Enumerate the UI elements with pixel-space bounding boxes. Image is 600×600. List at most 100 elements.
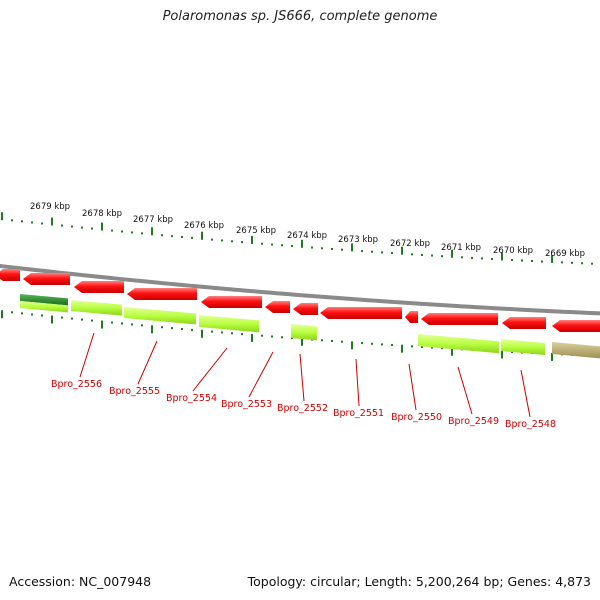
- minor-tick: [241, 333, 243, 336]
- major-tick: [101, 222, 103, 231]
- minor-tick: [241, 241, 243, 244]
- major-tick: [451, 249, 453, 258]
- gene-label-bpro-2552[interactable]: Bpro_2552: [277, 403, 328, 414]
- minor-tick: [31, 221, 33, 224]
- minor-tick: [431, 346, 433, 349]
- minor-tick: [111, 229, 113, 232]
- minor-tick: [281, 336, 283, 339]
- minor-tick: [381, 251, 383, 254]
- leader-line-4: [248, 351, 274, 398]
- minor-tick: [91, 319, 93, 322]
- scale-label-2673: 2673 kbp: [338, 235, 378, 245]
- minor-tick: [391, 344, 393, 347]
- major-tick: [251, 235, 253, 244]
- forward-gene-6: [265, 301, 290, 313]
- minor-tick: [171, 327, 173, 330]
- genome-backbone: [0, 263, 600, 316]
- minor-tick: [161, 234, 163, 237]
- minor-tick: [161, 326, 163, 329]
- minor-tick: [121, 322, 123, 325]
- minor-tick: [581, 262, 583, 265]
- forward-gene-4: [127, 288, 197, 300]
- minor-tick: [171, 235, 173, 238]
- gene-label-bpro-2553[interactable]: Bpro_2553: [221, 399, 272, 410]
- reverse-gene-2: [71, 300, 122, 316]
- leader-line-1: [79, 332, 95, 378]
- major-tick: [51, 315, 53, 324]
- major-tick: [401, 246, 403, 255]
- leader-line-7: [408, 363, 417, 411]
- minor-tick: [311, 246, 313, 249]
- gene-label-bpro-2556[interactable]: Bpro_2556: [51, 379, 102, 390]
- leader-line-5: [299, 353, 305, 402]
- gene-label-bpro-2549[interactable]: Bpro_2549: [448, 416, 499, 427]
- major-tick: [201, 329, 203, 338]
- outer-tick-ring: [1, 212, 593, 265]
- scale-label-2670: 2670 kbp: [493, 246, 533, 256]
- gene-labels: Bpro_2556 Bpro_2555 Bpro_2554 Bpro_2553 …: [51, 379, 556, 430]
- major-tick: [351, 243, 353, 252]
- reverse-gene-4: [199, 315, 259, 333]
- minor-tick: [511, 258, 513, 261]
- minor-tick: [321, 339, 323, 342]
- minor-tick: [11, 311, 13, 314]
- minor-tick: [91, 227, 93, 230]
- minor-tick: [571, 261, 573, 264]
- minor-tick: [441, 255, 443, 258]
- minor-tick: [561, 261, 563, 264]
- minor-tick: [261, 242, 263, 245]
- scale-label-2669: 2669 kbp: [545, 249, 585, 259]
- minor-tick: [481, 257, 483, 260]
- minor-tick: [471, 256, 473, 259]
- accession-text: Accession: NC_007948: [9, 574, 152, 589]
- major-tick: [551, 254, 553, 263]
- scale-label-2679: 2679 kbp: [30, 202, 70, 212]
- minor-tick: [61, 224, 63, 227]
- major-tick: [301, 239, 303, 248]
- minor-tick: [491, 257, 493, 260]
- forward-gene-5: [201, 296, 262, 308]
- scale-label-2676: 2676 kbp: [184, 221, 224, 231]
- major-tick: [401, 344, 403, 353]
- forward-gene-8: [320, 307, 402, 319]
- minor-tick: [181, 327, 183, 330]
- minor-tick: [221, 239, 223, 242]
- minor-tick: [271, 243, 273, 246]
- reverse-strand-genes: [20, 294, 600, 359]
- minor-tick: [121, 230, 123, 233]
- leader-line-9: [520, 369, 531, 418]
- minor-tick: [11, 219, 13, 222]
- gene-label-bpro-2550[interactable]: Bpro_2550: [391, 412, 442, 423]
- minor-tick: [81, 318, 83, 321]
- gene-label-bpro-2548[interactable]: Bpro_2548: [505, 419, 556, 430]
- major-tick: [501, 252, 503, 261]
- minor-tick: [411, 253, 413, 256]
- gene-label-bpro-2554[interactable]: Bpro_2554: [166, 393, 217, 404]
- leader-line-2: [137, 340, 158, 385]
- forward-gene-2: [23, 273, 70, 285]
- minor-tick: [191, 328, 193, 331]
- major-tick: [351, 341, 353, 350]
- minor-tick: [71, 225, 73, 228]
- minor-tick: [331, 247, 333, 250]
- reverse-gene-dark: [20, 294, 68, 306]
- scale-label-2672: 2672 kbp: [390, 239, 430, 249]
- minor-tick: [231, 332, 233, 335]
- minor-tick: [111, 321, 113, 324]
- forward-gene-11: [502, 317, 546, 329]
- scale-label-2675: 2675 kbp: [236, 226, 276, 236]
- minor-tick: [371, 342, 373, 345]
- leader-line-6: [355, 358, 360, 407]
- minor-tick: [41, 314, 43, 317]
- minor-tick: [141, 324, 143, 327]
- minor-tick: [461, 256, 463, 259]
- scale-labels: 2679 kbp 2678 kbp 2677 kbp 2676 kbp 2675…: [30, 202, 585, 259]
- major-tick: [101, 320, 103, 329]
- minor-tick: [221, 331, 223, 334]
- scale-label-2671: 2671 kbp: [441, 243, 481, 253]
- minor-tick: [381, 343, 383, 346]
- minor-tick: [231, 240, 233, 243]
- gene-label-bpro-2555[interactable]: Bpro_2555: [109, 386, 160, 397]
- gene-label-bpro-2551[interactable]: Bpro_2551: [333, 408, 384, 419]
